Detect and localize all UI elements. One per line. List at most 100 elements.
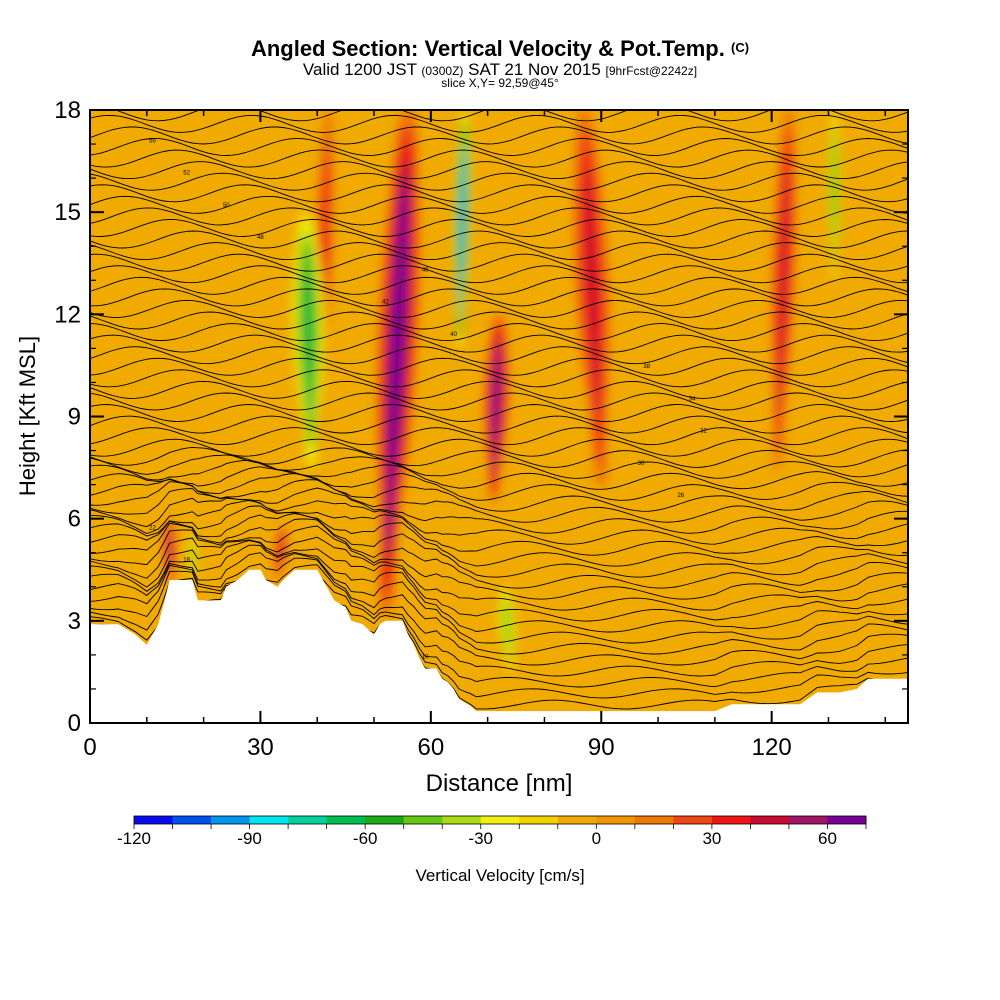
theta-contour-27 [90, 392, 908, 411]
updraft-3-level-4 [778, 170, 788, 408]
downdraft-0-level-10 [460, 158, 465, 301]
theta-contour-37 [90, 276, 908, 295]
theta-label: 50 [223, 203, 230, 209]
colorbar-frame [133, 815, 867, 825]
theta-contour-26 [90, 404, 908, 422]
colorbar-label: Vertical Velocity [cm/s] [415, 866, 584, 885]
colorbar-swatch [172, 816, 212, 824]
theta-contour-34 [90, 311, 908, 330]
theta-contour-23 [90, 438, 908, 457]
colorbar-tick-label: 0 [592, 829, 601, 848]
theta-contour-19 [90, 466, 908, 501]
colorbar-swatch [634, 816, 674, 824]
theta-contour-50 [90, 126, 908, 145]
theta-label: 40 [450, 332, 457, 338]
theta-contour-45 [90, 184, 908, 203]
theta-label: 56 [149, 138, 156, 144]
theta-label: 52 [183, 171, 190, 177]
theta-contours: 5652504846424038343230262218161210 [90, 110, 908, 710]
theta-contour-16 [90, 487, 908, 534]
theta-label: 32 [700, 429, 707, 435]
colorbar-swatch [673, 816, 713, 824]
y-axis: 0 3 6 9 12 15 18 [54, 97, 908, 737]
theta-contour-32 [90, 334, 908, 353]
theta-label: 34 [689, 396, 696, 402]
y-tick-label: 15 [54, 199, 81, 226]
colorbar-tick-label: 60 [818, 829, 837, 848]
theta-contour-46 [90, 172, 908, 191]
theta-contour-30 [90, 357, 908, 376]
theta-contour-43 [90, 207, 908, 226]
colorbar-swatch [403, 816, 443, 824]
theta-contour-8 [90, 540, 908, 622]
colorbar-swatch [288, 816, 328, 824]
colorbar-swatch [788, 816, 828, 824]
chart-title-units: (C) [731, 40, 750, 55]
downdraft-2-level-5 [833, 140, 836, 250]
theta-label: 42 [382, 300, 389, 306]
theta-contour-44 [90, 195, 908, 214]
y-axis-label: Height [Kft MSL] [15, 336, 40, 496]
colorbar-swatch [750, 816, 790, 824]
chart-title-text: Angled Section: Vertical Velocity & Pot.… [250, 36, 725, 61]
colorbar-swatch [827, 816, 867, 824]
downdraft-3-level-4 [504, 601, 511, 658]
theta-contour-3 [90, 573, 908, 677]
colorbar-swatch [480, 816, 520, 824]
valid-date: SAT 21 Nov 2015 [468, 60, 601, 79]
x-tick-label: 0 [83, 734, 96, 761]
theta-contour-13 [90, 505, 908, 567]
theta-contour-18 [90, 473, 908, 512]
theta-contour-9 [90, 536, 908, 611]
y-tick-label: 18 [54, 97, 81, 124]
theta-contour-33 [90, 323, 908, 342]
chart-subtitle: Valid 1200 JST (0300Z) SAT 21 Nov 2015 [… [0, 60, 1000, 80]
theta-contour-12 [90, 513, 908, 578]
colorbar-tick-label: -90 [237, 829, 262, 848]
colorbar-swatch [326, 816, 366, 824]
colorbar-tick-label: -120 [117, 829, 151, 848]
terrain-mask [90, 569, 908, 723]
theta-contour-4 [90, 564, 908, 666]
theta-contour-31 [90, 346, 908, 365]
theta-contour-7 [90, 544, 908, 633]
theta-label: 48 [257, 235, 264, 241]
theta-contour-35 [90, 299, 908, 318]
y-tick-label: 9 [68, 404, 81, 431]
theta-contour-39 [90, 253, 908, 272]
colorbar-tick-label: -60 [353, 829, 378, 848]
theta-label: 10 [422, 655, 429, 661]
theta-label: 30 [638, 461, 645, 467]
colorbar-tick-label: 30 [702, 829, 721, 848]
theta-contour-24 [90, 427, 908, 446]
x-axis: 0 30 60 90 120 [83, 110, 887, 761]
colorbar-swatch [596, 816, 636, 824]
forecast-info: [9hrFcst@2242z] [605, 64, 698, 78]
updraft-1-level-6 [493, 349, 499, 467]
theta-contour-25 [90, 415, 908, 434]
theta-contour-17 [90, 479, 908, 523]
colorbar-swatch [249, 816, 289, 824]
theta-contour-29 [90, 369, 908, 388]
theta-label: 26 [677, 493, 684, 499]
theta-contour-47 [90, 161, 908, 180]
theta-contour-49 [90, 138, 908, 156]
y-tick-label: 0 [68, 710, 81, 737]
theta-contour-42 [90, 219, 908, 237]
theta-label: 46 [422, 267, 429, 273]
theta-contour-51 [90, 114, 908, 133]
x-axis-label: Distance [nm] [426, 770, 573, 797]
updraft-6-level-4 [277, 534, 283, 571]
colorbar: -120 -90 -60 -30 0 30 60 [117, 815, 867, 848]
valid-zulu: (0300Z) [421, 64, 464, 78]
colorbar-swatch [134, 816, 173, 824]
x-tick-label: 120 [752, 734, 792, 761]
colorbar-tick-label: -30 [468, 829, 493, 848]
theta-contour-40 [90, 242, 908, 261]
theta-contour-41 [90, 230, 908, 249]
theta-contour-11 [90, 518, 908, 589]
x-tick-label: 90 [588, 734, 615, 761]
theta-label: 22 [149, 525, 156, 531]
colorbar-swatch [557, 816, 597, 824]
